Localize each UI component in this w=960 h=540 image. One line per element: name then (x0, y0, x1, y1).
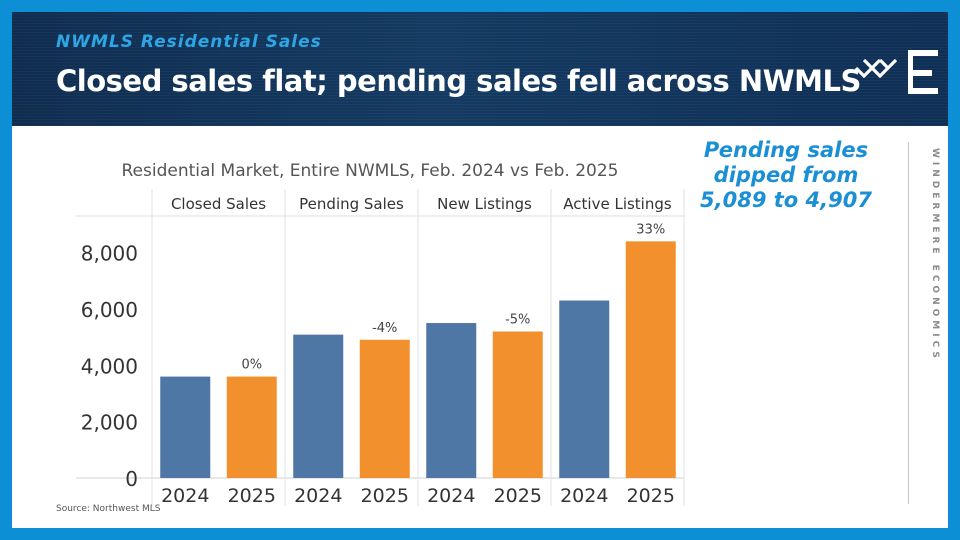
bar-2024 (160, 376, 211, 478)
source-note: Source: Northwest MLS (56, 504, 161, 514)
x-tick-label: 2025 (627, 485, 675, 506)
x-tick-label: 2024 (560, 485, 608, 506)
category-header: Active Listings (563, 195, 672, 213)
category-header: Closed Sales (171, 195, 266, 213)
y-tick-label: 0 (125, 467, 138, 491)
x-tick-label: 2024 (294, 485, 342, 506)
bar-chart: Residential Market, Entire NWMLS, Feb. 2… (76, 161, 685, 506)
bar-2025 (226, 376, 277, 478)
bar-2025 (625, 241, 676, 478)
windermere-logo-icon (854, 50, 938, 94)
bar-2025 (492, 331, 543, 478)
callout-line-1: Pending sales (703, 138, 869, 162)
slide-subtitle: NWMLS Residential Sales (56, 32, 322, 52)
category-header: Pending Sales (299, 195, 404, 213)
change-label: -5% (505, 313, 530, 328)
callout-line-3: 5,089 to 4,907 (700, 188, 872, 212)
category-header: New Listings (437, 195, 532, 213)
bar-2024 (559, 300, 610, 478)
change-label: 0% (241, 358, 262, 373)
x-tick-label: 2025 (361, 485, 409, 506)
divider-line (908, 142, 909, 504)
bar-2024 (293, 334, 344, 478)
x-tick-label: 2024 (161, 485, 209, 506)
change-label: 33% (636, 222, 665, 237)
chart-title: Residential Market, Entire NWMLS, Feb. 2… (121, 161, 618, 181)
y-tick-label: 4,000 (81, 354, 138, 378)
y-tick-label: 6,000 (81, 298, 138, 322)
callout-line-2: dipped from (713, 163, 859, 187)
bar-2024 (426, 323, 477, 478)
callout-text: Pending sales dipped from 5,089 to 4,907 (688, 138, 884, 213)
x-tick-label: 2025 (228, 485, 276, 506)
brand-vertical-text: WINDERMERE ECONOMICS (930, 148, 940, 362)
x-tick-label: 2025 (494, 485, 542, 506)
slide: NWMLS Residential Sales Closed sales fla… (12, 12, 948, 528)
y-tick-label: 8,000 (81, 242, 138, 266)
x-tick-label: 2024 (427, 485, 475, 506)
bar-2025 (359, 339, 410, 478)
y-tick-label: 2,000 (81, 411, 138, 435)
header-banner: NWMLS Residential Sales Closed sales fla… (12, 12, 948, 126)
change-label: -4% (372, 321, 397, 336)
slide-headline: Closed sales flat; pending sales fell ac… (56, 64, 861, 98)
